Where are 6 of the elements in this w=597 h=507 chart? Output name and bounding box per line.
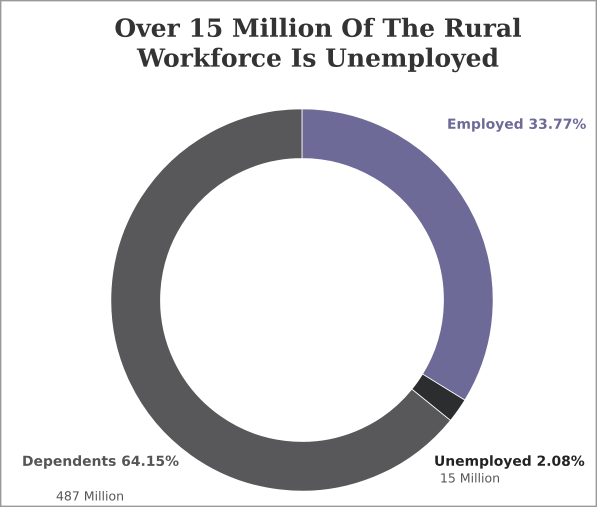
slice-label: Dependents 64.15%	[23, 455, 179, 469]
text: 15 Million	[441, 472, 499, 483]
chart-title: Over 15 Million Of The Rural Workforce Is Unemployed	[115, 18, 521, 72]
slice-label: Employed 33.77%	[448, 118, 586, 132]
text: 487 Million	[56, 490, 123, 501]
slice-label: Unemployed 2.08%	[435, 455, 584, 469]
